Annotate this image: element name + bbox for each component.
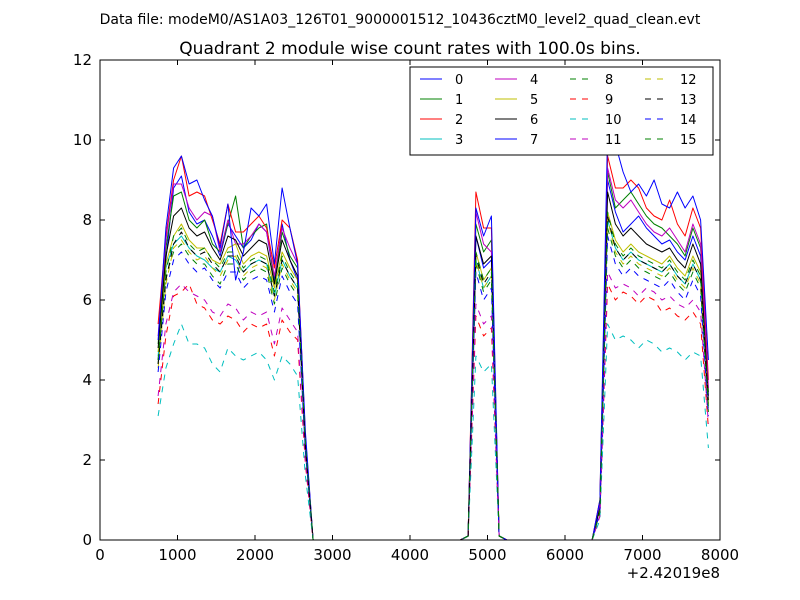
legend-label-7: 7 bbox=[530, 133, 538, 148]
y-tick-label: 12 bbox=[73, 51, 92, 69]
x-tick-label: 8000 bbox=[701, 546, 739, 564]
legend-label-9: 9 bbox=[605, 93, 613, 108]
x-tick-label: 4000 bbox=[391, 546, 429, 564]
y-tick-label: 4 bbox=[82, 371, 92, 389]
axis-ticks: 0 1000 2000 3000 4000 5000 6000 7000 80000246810… bbox=[73, 51, 739, 564]
x-tick-label: 3000 bbox=[313, 546, 351, 564]
legend-label-14: 14 bbox=[680, 113, 697, 128]
legend-label-10: 10 bbox=[605, 113, 622, 128]
series-line-11 bbox=[157, 271, 709, 541]
series-line-14 bbox=[157, 235, 709, 541]
series-line-7 bbox=[157, 131, 709, 541]
y-tick-label: 2 bbox=[82, 451, 92, 469]
series-line-8 bbox=[157, 227, 709, 541]
series-line-1 bbox=[157, 171, 709, 541]
legend-label-6: 6 bbox=[530, 113, 538, 128]
legend-box bbox=[409, 66, 714, 156]
series-line-4 bbox=[157, 167, 709, 541]
legend-label-4: 4 bbox=[530, 73, 538, 88]
legend-label-15: 15 bbox=[680, 133, 697, 148]
legend-label-1: 1 bbox=[455, 93, 463, 108]
legend-label-13: 13 bbox=[680, 93, 697, 108]
legend-label-12: 12 bbox=[680, 73, 697, 88]
legend-label-8: 8 bbox=[605, 73, 613, 88]
series-line-13 bbox=[157, 215, 709, 541]
x-tick-label: 1000 bbox=[158, 546, 196, 564]
x-tick-label: 5000 bbox=[468, 546, 506, 564]
x-tick-label: 0 bbox=[95, 546, 105, 564]
series-line-2 bbox=[157, 155, 709, 541]
legend-label-11: 11 bbox=[605, 133, 622, 148]
series-line-10 bbox=[157, 323, 709, 541]
series-line-12 bbox=[157, 219, 709, 541]
legend-label-3: 3 bbox=[455, 133, 463, 148]
figure-suptitle: Data file: modeM0/AS1A03_126T01_90000015… bbox=[100, 12, 701, 28]
legend-label-0: 0 bbox=[455, 73, 463, 88]
chart-title: Quadrant 2 module wise count rates with … bbox=[179, 39, 640, 59]
y-tick-label: 8 bbox=[82, 211, 92, 229]
y-tick-label: 6 bbox=[82, 291, 92, 309]
series-layer bbox=[157, 131, 709, 541]
y-tick-label: 10 bbox=[73, 131, 92, 149]
legend-label-2: 2 bbox=[455, 113, 463, 128]
x-tick-label: 2000 bbox=[236, 546, 274, 564]
y-tick-label: 0 bbox=[82, 531, 92, 549]
legend-label-5: 5 bbox=[530, 93, 538, 108]
series-line-9 bbox=[157, 283, 709, 541]
x-offset-label: +2.42019e8 bbox=[627, 564, 720, 582]
x-tick-label: 6000 bbox=[546, 546, 584, 564]
x-tick-label: 7000 bbox=[623, 546, 661, 564]
